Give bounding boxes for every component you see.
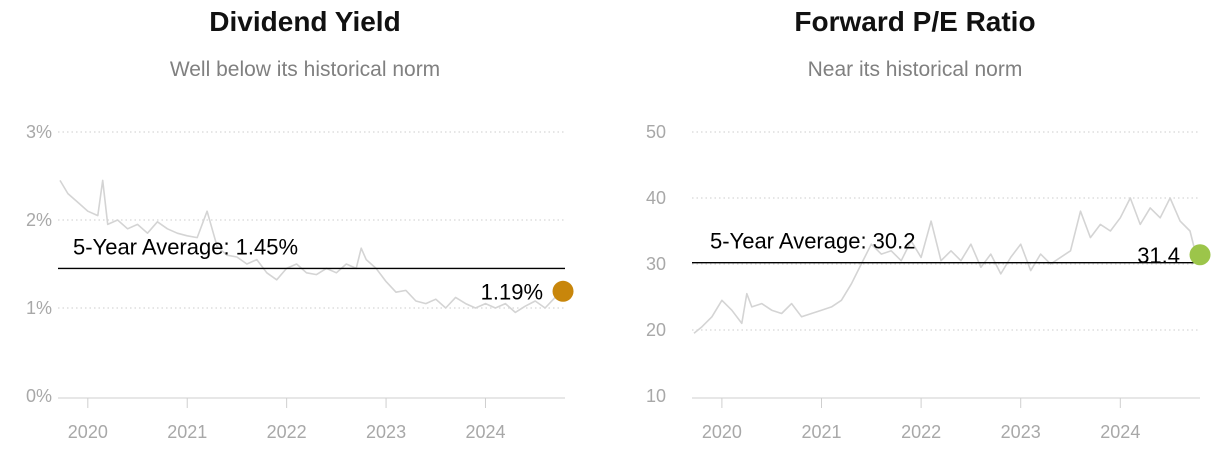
y-tick-label: 3% (26, 122, 52, 142)
y-tick-label: 30 (646, 254, 666, 274)
latest-value-label: 1.19% (481, 279, 543, 304)
x-tick-label: 2024 (465, 422, 505, 442)
latest-value-marker (552, 280, 574, 302)
x-tick-label: 2021 (801, 422, 841, 442)
x-tick-label: 2024 (1100, 422, 1140, 442)
latest-value-marker (1189, 244, 1211, 266)
y-tick-label: 20 (646, 320, 666, 340)
dividend-yield-chart: 0% 1% 2% 3% 2020 2021 2022 2023 2024 5-Year Avera… (26, 122, 574, 442)
y-tick-label: 0% (26, 386, 52, 406)
chart-title: Dividend Yield (209, 6, 401, 37)
x-tick-label: 2023 (366, 422, 406, 442)
y-tick-label: 2% (26, 210, 52, 230)
dividend-yield-panel: Dividend Yield Well below its historical… (26, 6, 574, 442)
average-label: 5-Year Average: 30.2 (710, 229, 916, 254)
series-line (59, 179, 562, 314)
y-tick-label: 10 (646, 386, 666, 406)
chart-title: Forward P/E Ratio (794, 6, 1036, 37)
x-tick-label: 2023 (1001, 422, 1041, 442)
latest-value-label: 31.4 (1137, 243, 1180, 268)
y-tick-label: 50 (646, 122, 666, 142)
average-label: 5-Year Average: 1.45% (73, 234, 298, 259)
x-tick-label: 2021 (167, 422, 207, 442)
y-tick-label: 40 (646, 188, 666, 208)
x-tick-label: 2022 (901, 422, 941, 442)
forward-pe-chart: 10 20 30 40 50 2020 2021 2022 2023 2024 5-Year Ave… (646, 122, 1211, 442)
chart-subtitle: Well below its historical norm (169, 58, 441, 81)
forward-pe-panel: Forward P/E Ratio Near its historical no… (610, 0, 1220, 451)
x-tick-label: 2020 (702, 422, 742, 442)
y-tick-label: 1% (26, 298, 52, 318)
x-tick-label: 2022 (267, 422, 307, 442)
chart-subtitle: Near its historical norm (807, 58, 1023, 81)
series-line (693, 197, 1197, 334)
x-tick-label: 2020 (68, 422, 108, 442)
